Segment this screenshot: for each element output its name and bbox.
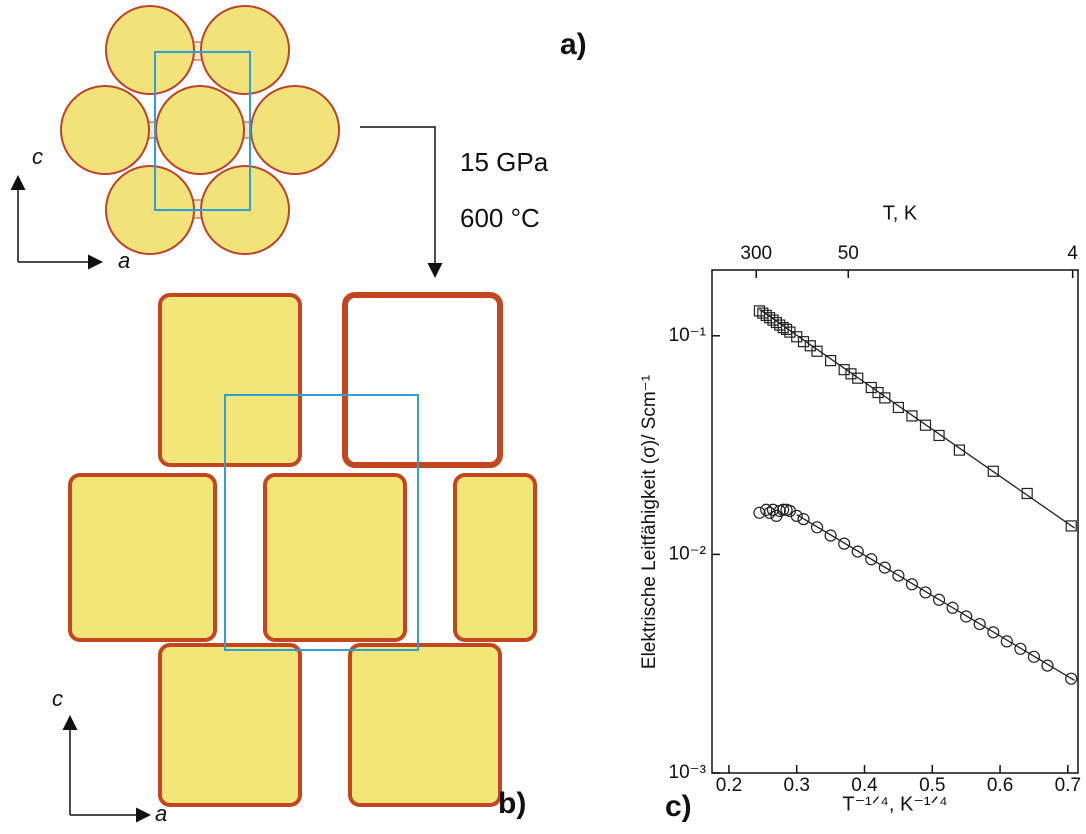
x-tick-label: 0.7 xyxy=(1055,775,1081,796)
y-tick-label: 10⁻³ xyxy=(669,762,707,783)
transform-arrow xyxy=(360,127,435,275)
x-tick-label: 0.6 xyxy=(987,775,1013,796)
x-tick-label: 0.4 xyxy=(851,775,878,796)
axis-label: c xyxy=(32,144,43,169)
y-tick-label: 10⁻² xyxy=(669,543,707,564)
y-axis-title: Elektrische Leitfähigkeit (σ)/ Scm⁻¹ xyxy=(639,375,660,669)
fit-line xyxy=(759,309,1074,528)
plot-frame xyxy=(712,270,1078,773)
structure-a xyxy=(61,6,339,254)
x-tick-label: 0.5 xyxy=(919,775,945,796)
x-tick-label: 0.3 xyxy=(784,775,810,796)
axis-label: c xyxy=(52,686,63,711)
x-tick-label: 0.2 xyxy=(716,775,742,796)
panel-label: c) xyxy=(665,790,692,823)
condition: 15 GPa xyxy=(460,147,549,177)
x2-axis-title: T, K xyxy=(883,202,918,224)
condition: 600 °C xyxy=(460,203,540,233)
x2-tick-label: 4 xyxy=(1067,243,1078,264)
point xyxy=(761,504,772,515)
fit-line xyxy=(797,515,1075,681)
panel-label: a) xyxy=(560,28,587,61)
point xyxy=(764,507,775,518)
structure-b xyxy=(70,295,535,805)
point xyxy=(754,507,765,518)
x2-tick-label: 300 xyxy=(740,243,772,264)
x-axis-title: T⁻¹ᐟ⁴, K⁻¹ᐟ⁴ xyxy=(842,793,947,815)
panel-label: b) xyxy=(498,787,526,820)
axis-label: a xyxy=(118,248,130,273)
x2-tick-label: 50 xyxy=(838,243,859,264)
y-tick-label: 10⁻¹ xyxy=(669,325,707,346)
figure: c a a) 15 GPa 600 °C c a b) c) T, K T⁻¹ᐟ… xyxy=(0,0,1086,834)
axis-label: a xyxy=(155,801,167,826)
